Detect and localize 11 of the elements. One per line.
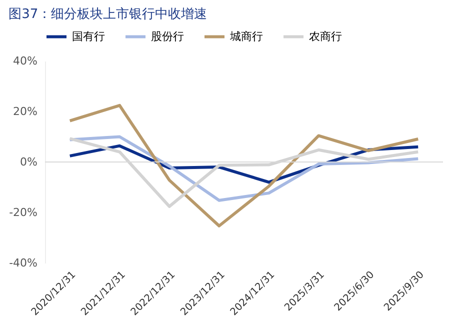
y-tick-label: -20%	[9, 206, 38, 219]
y-tick-label: 40%	[13, 54, 38, 68]
line-series	[68, 104, 420, 228]
legend-label: 城商行	[229, 30, 263, 43]
legend-label: 国有行	[72, 30, 105, 43]
y-tick-label: -40%	[9, 256, 38, 270]
y-tick-label: 20%	[13, 105, 38, 118]
y-tick-label: 0%	[20, 156, 38, 168]
legend-label: 股份行	[151, 30, 184, 43]
chart-title: 图37：细分板块上市银行中收增速	[8, 7, 208, 22]
legend-label: 农商行	[309, 30, 342, 43]
